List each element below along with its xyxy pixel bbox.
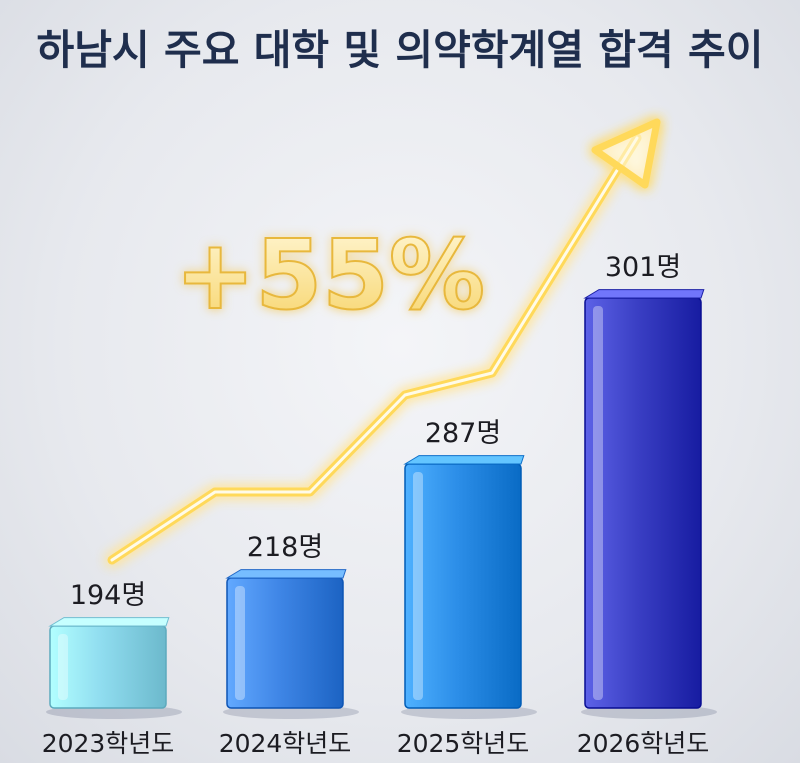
bar-top bbox=[48, 617, 170, 627]
value-label: 218명 bbox=[247, 532, 323, 563]
bar-top bbox=[403, 455, 525, 465]
category-label: 2024학년도 bbox=[219, 729, 352, 758]
bars-layer: 194명 2023학년도 218명 2024학년도 287명 2025학년도 301명 202… bbox=[42, 252, 717, 758]
trend-line-glow bbox=[107, 133, 642, 565]
value-label: 194명 bbox=[70, 580, 146, 611]
bar-3: 287명 2025학년도 bbox=[397, 418, 537, 758]
category-label: 2023학년도 bbox=[42, 729, 175, 758]
bar-highlight bbox=[413, 472, 423, 700]
bar-4: 301명 2026학년도 bbox=[577, 252, 717, 758]
trend-line-core bbox=[110, 136, 639, 562]
trend-arrow-head bbox=[591, 118, 661, 189]
bar-top bbox=[225, 569, 347, 579]
value-label: 301명 bbox=[605, 252, 681, 283]
category-label: 2026학년도 bbox=[577, 729, 710, 758]
chart-title: 하남시 주요 대학 및 의약학계열 합격 추이 bbox=[37, 26, 764, 74]
category-label: 2025학년도 bbox=[397, 729, 530, 758]
value-label: 287명 bbox=[425, 418, 501, 449]
bar-highlight bbox=[593, 306, 603, 700]
bar-highlight bbox=[58, 634, 68, 700]
bar-1: 194명 2023학년도 bbox=[42, 580, 182, 758]
bar-top bbox=[583, 289, 705, 299]
trend-arrow bbox=[107, 118, 661, 565]
bar-2: 218명 2024학년도 bbox=[219, 532, 359, 758]
growth-annotation: +55% bbox=[175, 219, 485, 331]
bar-highlight bbox=[235, 586, 245, 700]
